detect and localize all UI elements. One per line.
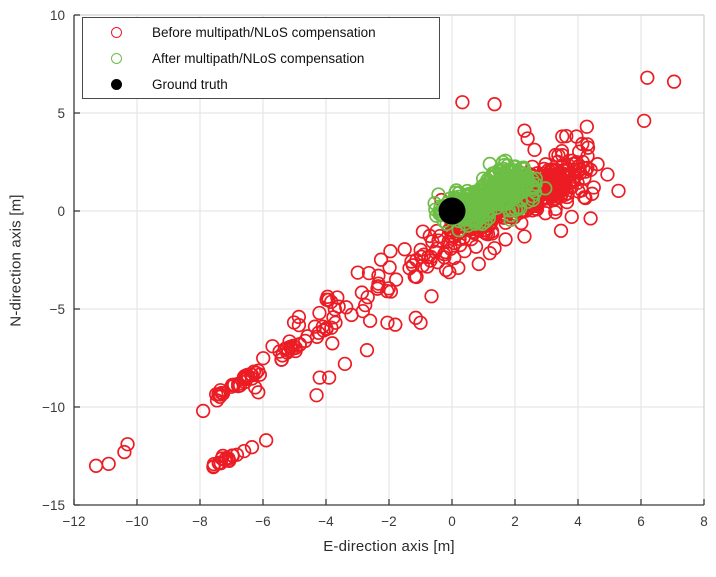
legend-item-ground-truth: Ground truth — [83, 71, 439, 97]
x-tick-label: 2 — [511, 514, 519, 529]
legend-label: Ground truth — [152, 76, 228, 92]
x-tick-label: 4 — [574, 514, 582, 529]
x-tick-label: 6 — [637, 514, 645, 529]
series-2-points — [438, 197, 466, 225]
y-tick-label: 10 — [50, 8, 65, 23]
x-tick-label: −2 — [381, 514, 396, 529]
series-0-points — [88, 70, 682, 475]
y-tick-label: −10 — [42, 400, 65, 415]
legend-item-after: After multipath/NLoS compensation — [83, 45, 439, 71]
green-open-circle-icon — [111, 52, 122, 64]
data-points — [88, 70, 682, 475]
axes — [73, 14, 705, 506]
legend-label: After multipath/NLoS compensation — [152, 50, 365, 66]
y-tick-label: −15 — [42, 498, 65, 513]
legend-item-before: Before multipath/NLoS compensation — [83, 19, 439, 45]
x-tick-label: −4 — [318, 514, 334, 529]
x-tick-label: 8 — [700, 514, 708, 529]
black-filled-circle-icon — [111, 78, 122, 90]
x-tick-label: −8 — [192, 514, 207, 529]
y-tick-label: −5 — [50, 302, 65, 317]
x-tick-label: −12 — [63, 514, 86, 529]
y-axis-label: N-direction axis [m] — [7, 194, 25, 327]
legend-label: Before multipath/NLoS compensation — [152, 24, 376, 40]
x-tick-label: −6 — [255, 514, 270, 529]
y-tick-label: 5 — [57, 106, 65, 121]
legend: Before multipath/NLoS compensation After… — [82, 17, 440, 99]
x-tick-label: −10 — [126, 514, 149, 529]
tick-labels: −12 −10 −8 −6 −4 −2 0 2 4 6 8 −15 −10 −5 0 5 10 — [42, 8, 708, 529]
red-open-circle-icon — [111, 26, 122, 38]
x-tick-label: 0 — [448, 514, 456, 529]
y-tick-label: 0 — [57, 204, 65, 219]
x-axis-label: E-direction axis [m] — [323, 538, 455, 555]
